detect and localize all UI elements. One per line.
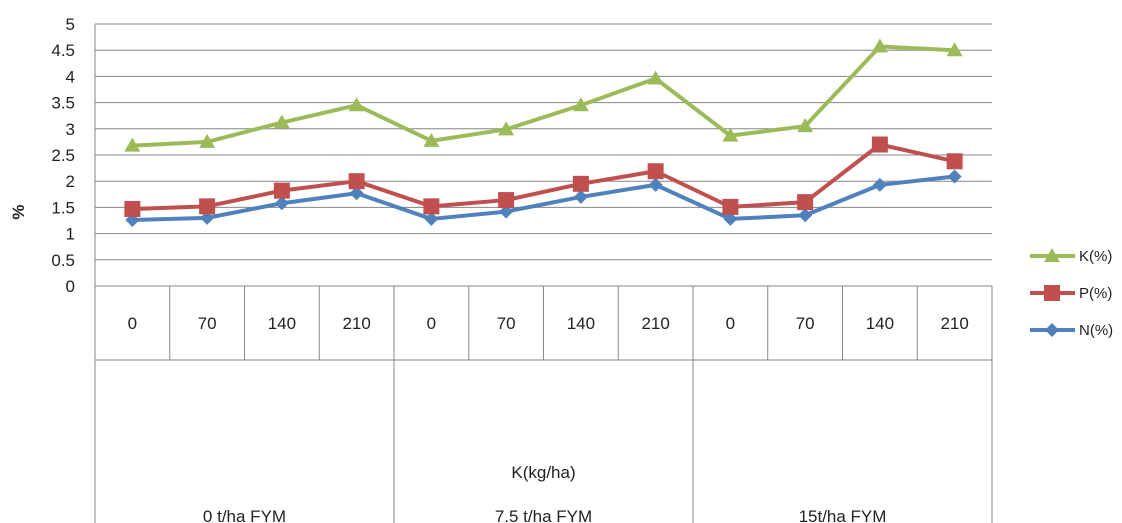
data-point bbox=[946, 42, 963, 57]
group-label: 7.5 t/ha FYM bbox=[495, 507, 592, 523]
x-tick-label: 70 bbox=[497, 314, 516, 333]
x-tick-label: 210 bbox=[342, 314, 370, 333]
data-point bbox=[722, 127, 739, 142]
series-N(%) bbox=[125, 169, 962, 227]
y-tick-label: 0 bbox=[66, 277, 75, 296]
x-tick-label: 0 bbox=[427, 314, 436, 333]
data-point bbox=[348, 97, 365, 112]
data-point bbox=[423, 198, 440, 215]
y-axis: 0 0.5 1 1.5 2 2.5 3 3.5 4 4.5 5 bbox=[51, 15, 75, 296]
gridlines bbox=[95, 23, 992, 287]
x-tick-label: 0 bbox=[128, 314, 137, 333]
data-point bbox=[273, 182, 290, 199]
y-tick-label: 1.5 bbox=[51, 198, 75, 217]
data-point bbox=[723, 211, 738, 226]
data-point bbox=[124, 137, 141, 152]
data-point bbox=[872, 177, 887, 192]
data-point bbox=[797, 194, 814, 211]
data-point bbox=[349, 186, 364, 201]
data-point bbox=[1044, 285, 1060, 301]
x-tick-label: 140 bbox=[268, 314, 296, 333]
legend-label: K(%) bbox=[1079, 248, 1112, 265]
data-point bbox=[648, 177, 663, 192]
series-line bbox=[132, 174, 955, 222]
data-point bbox=[498, 192, 515, 209]
data-point bbox=[200, 210, 215, 225]
data-point bbox=[573, 189, 588, 204]
data-point bbox=[1045, 323, 1059, 337]
group-label: 15t/ha FYM bbox=[799, 507, 887, 523]
legend-item: K(%) bbox=[1030, 248, 1112, 265]
y-tick-label: 4 bbox=[66, 67, 75, 86]
data-point bbox=[647, 70, 664, 85]
x-tick-label: 0 bbox=[726, 314, 735, 333]
data-point bbox=[423, 132, 440, 147]
data-point bbox=[348, 173, 365, 190]
data-point bbox=[722, 198, 739, 215]
data-point bbox=[797, 118, 814, 133]
y-tick-label: 2 bbox=[66, 172, 75, 191]
series-K(%) bbox=[124, 38, 963, 152]
legend: K(%) P(%) N(%) bbox=[1030, 248, 1113, 339]
y-tick-label: 1 bbox=[66, 225, 75, 244]
x-tick-label: 140 bbox=[567, 314, 595, 333]
y-tick-label: 4.5 bbox=[51, 41, 75, 60]
data-point bbox=[498, 121, 515, 136]
series-line bbox=[132, 142, 956, 211]
data-point bbox=[274, 196, 289, 211]
series-line bbox=[132, 44, 955, 148]
legend-label: N(%) bbox=[1079, 322, 1113, 339]
series-P(%) bbox=[124, 136, 963, 217]
x-tick-label: 140 bbox=[866, 314, 894, 333]
data-point bbox=[499, 204, 514, 219]
data-point bbox=[124, 200, 141, 217]
data-point bbox=[871, 38, 888, 53]
data-point bbox=[946, 153, 963, 170]
y-tick-label: 3.5 bbox=[51, 94, 75, 113]
y-tick-label: 5 bbox=[66, 15, 75, 34]
legend-item: N(%) bbox=[1030, 322, 1113, 339]
x-tick-label: 70 bbox=[198, 314, 217, 333]
data-point bbox=[199, 198, 216, 215]
x-axis-title: K(kg/ha) bbox=[511, 463, 575, 482]
x-tick-label: 210 bbox=[641, 314, 669, 333]
group-label: 0 t/ha FYM bbox=[203, 507, 286, 523]
data-point bbox=[1044, 248, 1060, 262]
data-point bbox=[572, 97, 589, 112]
y-tick-label: 3 bbox=[66, 120, 75, 139]
y-axis-title: % bbox=[9, 204, 28, 219]
data-point bbox=[424, 211, 439, 226]
series-layer bbox=[124, 38, 963, 227]
data-point bbox=[199, 133, 216, 148]
y-tick-label: 0.5 bbox=[51, 251, 75, 270]
x-tick-label: 210 bbox=[940, 314, 968, 333]
legend-label: P(%) bbox=[1079, 285, 1112, 302]
x-axis: 0 70 140 210 0 70 140 210 0 70 140 210 0 t/ha FYM 7.5… bbox=[94, 24, 993, 523]
legend-item: P(%) bbox=[1030, 285, 1112, 302]
data-point bbox=[947, 169, 962, 184]
data-point bbox=[647, 163, 664, 180]
data-point bbox=[273, 114, 290, 129]
data-point bbox=[871, 136, 888, 153]
data-point bbox=[798, 208, 813, 223]
data-point bbox=[572, 175, 589, 192]
x-tick-label: 70 bbox=[796, 314, 815, 333]
y-tick-label: 2.5 bbox=[51, 146, 75, 165]
